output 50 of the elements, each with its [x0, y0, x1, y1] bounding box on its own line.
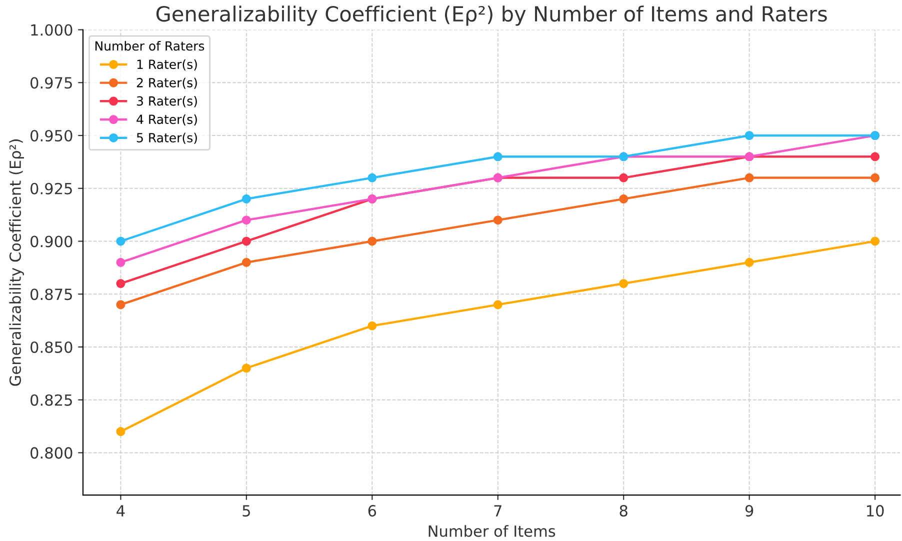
x-tick-label: 10	[867, 505, 884, 517]
point	[116, 236, 126, 246]
y-tick-label: 0.975	[30, 77, 72, 89]
point	[493, 216, 502, 225]
legend-label: 4 Rater(s)	[136, 114, 197, 126]
y-tick-label: 0.900	[30, 236, 72, 248]
legend-title: Number of Raters	[95, 41, 204, 51]
legend-label: 2 Rater(s)	[136, 78, 197, 89]
point	[870, 173, 880, 182]
x-tick-label: 5	[242, 505, 250, 517]
y-tick-label: 0.925	[30, 182, 72, 194]
point	[619, 194, 628, 204]
point	[744, 130, 754, 140]
point	[619, 279, 628, 288]
legend-label: 1 Rater(s)	[137, 59, 197, 70]
y-tick-label: 1.000	[31, 24, 72, 36]
point	[242, 194, 251, 204]
point	[368, 321, 377, 330]
point	[242, 258, 251, 267]
chart-title: Generalizability Coefficient (Eρ²) by Number of Items and Raters	[156, 6, 827, 26]
point	[116, 427, 126, 436]
point	[368, 236, 377, 246]
legend-label: 5 Rater(s)	[136, 132, 197, 144]
legend-label: 3 Rater(s)	[136, 96, 197, 108]
point	[368, 173, 377, 182]
point	[116, 279, 126, 288]
x-axis-title: Number of Items	[428, 525, 556, 537]
x-tick-label: 6	[368, 505, 376, 517]
y-axis-title: Generalizability Coefficient (Eρ²)	[9, 139, 24, 386]
point	[493, 152, 502, 162]
point	[619, 173, 628, 182]
point	[116, 258, 126, 267]
y-tick-label: 0.825	[30, 394, 72, 406]
y-tick-label: 0.850	[30, 341, 72, 353]
point	[242, 236, 251, 246]
point	[242, 216, 251, 225]
y-tick-label: 0.950	[30, 130, 72, 142]
point	[870, 236, 880, 246]
y-tick-label: 0.800	[30, 447, 72, 459]
point	[744, 173, 754, 182]
point	[242, 364, 251, 373]
point	[116, 300, 126, 310]
y-tick-label: 0.875	[30, 288, 72, 300]
x-tick-label: 8	[620, 505, 628, 517]
point	[744, 258, 754, 267]
point	[870, 152, 880, 162]
x-tick-label: 4	[116, 505, 125, 516]
x-tick-label: 7	[494, 505, 502, 516]
point	[493, 300, 502, 310]
x-tick-label: 9	[745, 505, 754, 517]
